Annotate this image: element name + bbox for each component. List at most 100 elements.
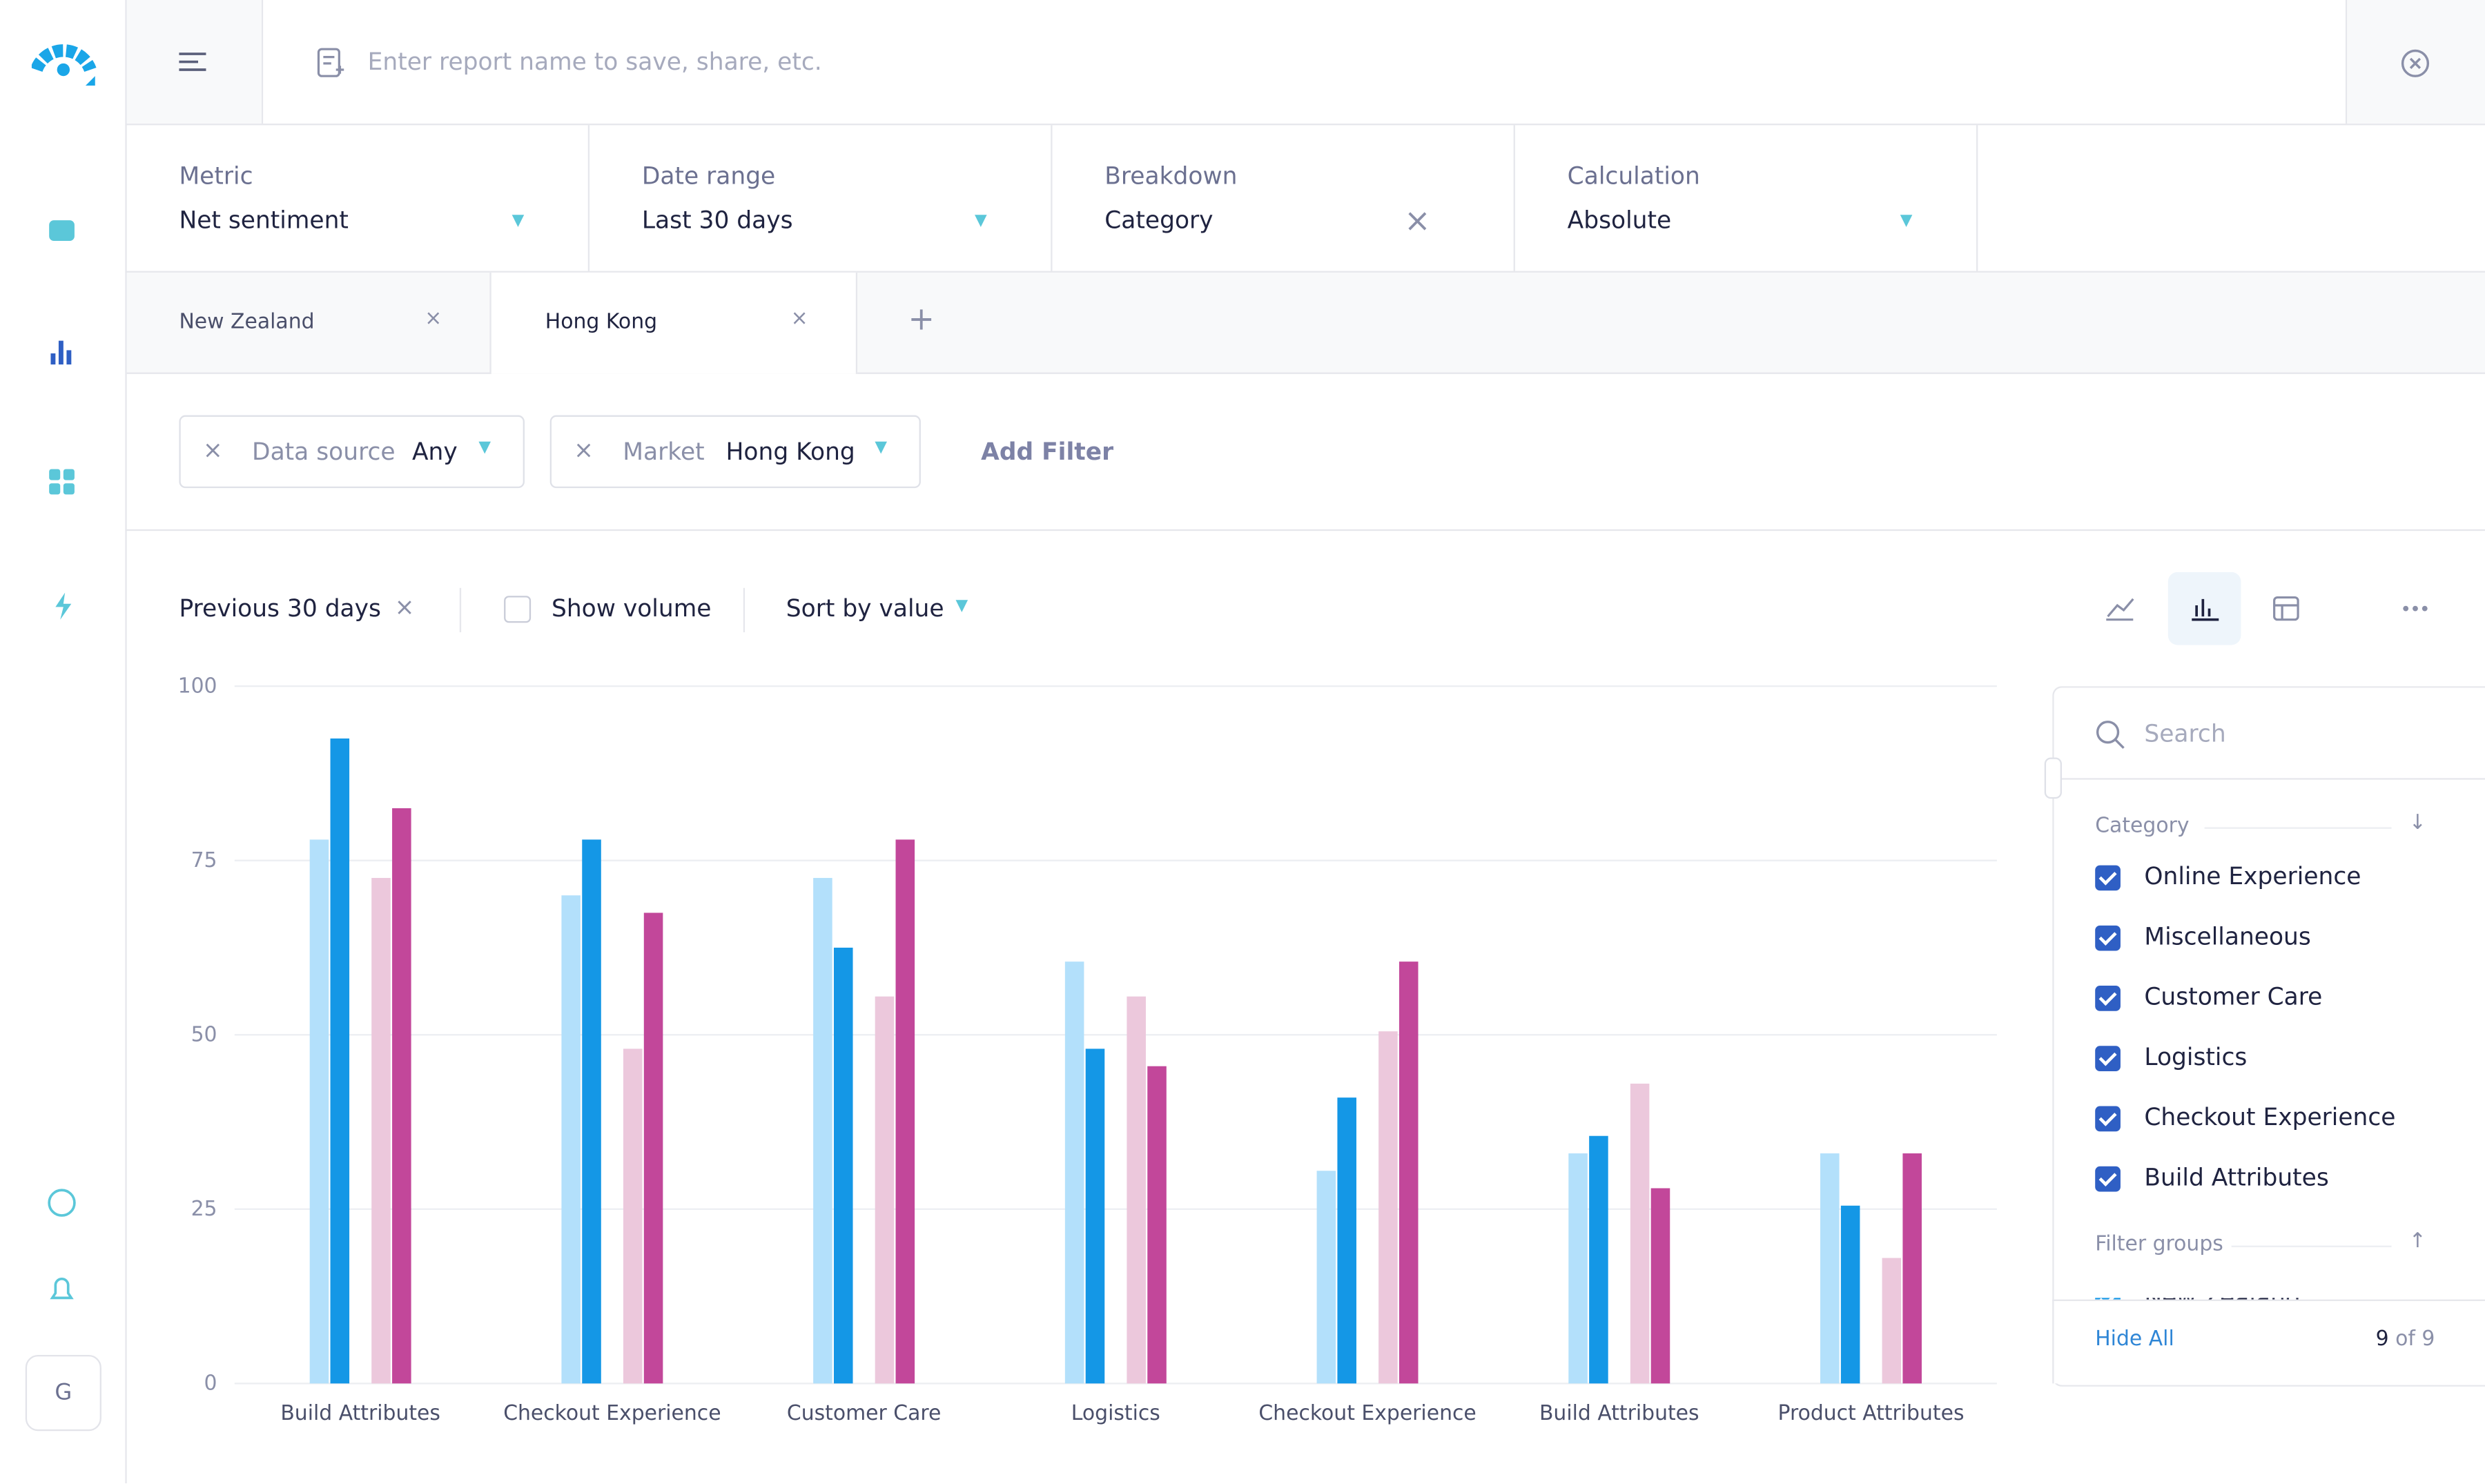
report-icon <box>317 48 344 77</box>
checkbox[interactable] <box>2095 865 2121 891</box>
dropdown-caret[interactable]: ▼ <box>511 212 525 230</box>
checkbox[interactable] <box>504 596 532 623</box>
y-tick-label: 100 <box>178 674 217 698</box>
x-tick-label: Build Attributes <box>1539 1401 1699 1425</box>
filter-value[interactable]: Any <box>411 437 458 467</box>
control-cell[interactable] <box>589 125 1053 271</box>
category-item[interactable]: Logistics <box>2144 1042 2248 1072</box>
panel-handle[interactable] <box>2044 757 2062 799</box>
hide-all[interactable]: Hide All <box>2095 1327 2174 1352</box>
add-tab[interactable]: + <box>908 299 935 338</box>
menu-icon[interactable] <box>177 50 209 72</box>
count-total: of 9 <box>2395 1327 2435 1352</box>
divider <box>261 0 264 124</box>
checkbox[interactable] <box>2095 1106 2121 1132</box>
y-tick-label: 50 <box>191 1022 217 1046</box>
bar <box>1589 1135 1608 1384</box>
dropdown-caret[interactable]: ▼ <box>974 212 987 230</box>
checkbox[interactable] <box>2095 1166 2121 1192</box>
sort-icon[interactable]: ↑ <box>2408 1229 2426 1254</box>
comparison-remove[interactable]: × <box>394 592 415 622</box>
sidebar-bottom-icons[interactable] <box>46 1187 81 1307</box>
filter-remove[interactable]: × <box>574 436 594 465</box>
filter-chip[interactable] <box>179 415 525 489</box>
x-tick-label: Checkout Experience <box>503 1401 721 1425</box>
control-label: Calculation <box>1567 162 1700 191</box>
bar <box>1127 996 1146 1384</box>
checkbox[interactable] <box>2095 986 2121 1011</box>
bar <box>1378 1031 1398 1384</box>
sort-icon[interactable]: ↓ <box>2408 811 2426 835</box>
dropdown-caret[interactable]: ▼ <box>875 438 888 457</box>
view-active[interactable] <box>2167 572 2241 645</box>
category-item[interactable]: Customer Care <box>2144 982 2323 1011</box>
comparison[interactable]: Previous 30 days <box>179 594 381 623</box>
bar <box>895 839 915 1384</box>
checkbox[interactable] <box>2095 925 2121 951</box>
bar <box>371 877 391 1384</box>
bar <box>1316 1171 1336 1384</box>
divider <box>2054 778 2485 780</box>
series-panel: Search Category ↓ Online Experience Misce… <box>2052 686 2485 1387</box>
control-clear[interactable]: × <box>1404 201 1431 240</box>
checkbox[interactable] <box>2095 1046 2121 1072</box>
category-item[interactable]: Online Experience <box>2144 861 2361 891</box>
bar <box>309 839 329 1384</box>
category-item[interactable]: Miscellaneous <box>2144 922 2311 951</box>
bar <box>1337 1097 1356 1384</box>
count-shown: 9 <box>2375 1327 2389 1352</box>
control-value[interactable]: Last 30 days <box>641 206 793 235</box>
bar <box>813 877 832 1384</box>
search-input[interactable]: Search <box>2144 719 2226 748</box>
bar <box>1147 1066 1167 1384</box>
tab[interactable]: New Zealand <box>179 311 315 335</box>
avatar[interactable]: G <box>25 1355 101 1432</box>
dropdown-caret[interactable]: ▼ <box>478 438 491 457</box>
tab[interactable]: Hong Kong <box>545 311 658 335</box>
add-filter[interactable]: Add Filter <box>981 437 1114 467</box>
active-tab[interactable] <box>489 272 858 374</box>
y-tick-label: 25 <box>191 1197 217 1221</box>
control-label: Date range <box>641 162 776 191</box>
divider <box>125 271 2485 273</box>
bar <box>1568 1153 1588 1384</box>
category-item[interactable]: Checkout Experience <box>2144 1102 2396 1132</box>
group-heading: Category <box>2095 814 2190 839</box>
dropdown-caret[interactable]: ▼ <box>955 597 968 615</box>
control-value[interactable]: Category <box>1104 206 1214 235</box>
show-volume[interactable]: Show volume <box>551 594 712 623</box>
bar <box>833 947 853 1384</box>
control-cell[interactable] <box>1052 125 1515 271</box>
filter-value[interactable]: Hong Kong <box>725 437 855 467</box>
report-name-input[interactable]: Enter report name to save, share, etc. <box>367 47 822 77</box>
bar <box>1630 1083 1650 1384</box>
sidebar-icons[interactable] <box>46 217 81 693</box>
x-tick-label: Build Attributes <box>280 1401 440 1425</box>
control-cell[interactable] <box>1515 125 1978 271</box>
logo <box>31 44 97 86</box>
filter-chip[interactable] <box>549 415 921 489</box>
y-tick-label: 75 <box>191 848 217 872</box>
control-label: Breakdown <box>1104 162 1238 191</box>
tab-close[interactable]: × <box>425 307 442 331</box>
view-icons[interactable] <box>2105 593 2437 625</box>
x-tick-label: Product Attributes <box>1778 1401 1965 1425</box>
category-item[interactable]: Build Attributes <box>2144 1163 2329 1192</box>
control-cell[interactable] <box>127 125 590 271</box>
bar <box>1650 1188 1670 1384</box>
filter-label: Data source <box>252 437 396 467</box>
history-icon[interactable] <box>2399 48 2431 79</box>
control-value[interactable]: Absolute <box>1567 206 1672 235</box>
divider <box>459 587 462 633</box>
bar <box>875 996 895 1384</box>
dropdown-caret[interactable]: ▼ <box>1900 212 1913 230</box>
chart: 0 25 50 75 100 Build Attributes Checkout Exper… <box>178 674 1997 1425</box>
sidebar <box>0 0 127 1483</box>
sort[interactable]: Sort by value <box>786 594 944 623</box>
filter-remove[interactable]: × <box>202 436 223 465</box>
filter-label: Market <box>623 437 705 467</box>
tab-close[interactable]: × <box>790 307 808 331</box>
control-value[interactable]: Net sentiment <box>179 206 349 235</box>
